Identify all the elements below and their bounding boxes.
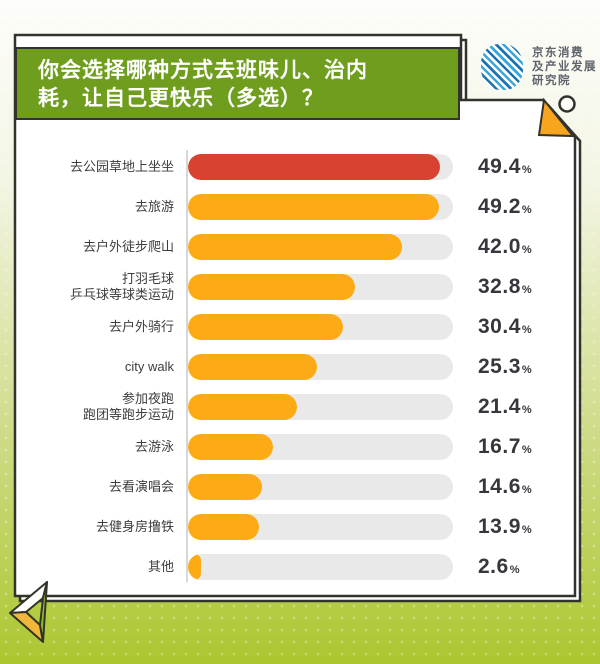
title-box: 你会选择哪种方式去班味儿、治内 耗，让自己更快乐（多选）？ xyxy=(15,47,460,120)
bar-track xyxy=(188,154,453,180)
percent-sign: % xyxy=(521,204,532,216)
value-label: 30.4% xyxy=(478,315,532,338)
triangle-ornament-icon xyxy=(9,581,48,643)
bar xyxy=(188,394,298,420)
value-label: 49.4% xyxy=(478,155,532,178)
logo-text-line3: 研究院 xyxy=(532,75,571,87)
value-label: 14.6% xyxy=(478,475,532,498)
value-label: 49.2% xyxy=(478,195,532,218)
chart-row: city walk 25.3% xyxy=(30,347,578,387)
value-label: 42.0% xyxy=(478,235,532,258)
category-label: 参加夜跑 跑团等跑步运动 xyxy=(82,391,174,422)
value-label: 25.3% xyxy=(478,355,532,378)
logo-text-line2: 及产业发展 xyxy=(532,61,597,73)
page-title-line1: 你会选择哪种方式去班味儿、治内 xyxy=(38,59,368,82)
percent-sign: % xyxy=(521,364,532,376)
bar-track xyxy=(188,434,453,460)
bar-track xyxy=(188,474,453,500)
circle-ornament-icon xyxy=(558,95,576,113)
category-label: 去游泳 xyxy=(134,439,174,454)
chart-row: 其他 2.6% xyxy=(30,547,578,587)
bar xyxy=(188,514,259,540)
chart-row: 去公园草地上坐坐 49.4% xyxy=(30,147,578,187)
bar-track xyxy=(188,234,453,260)
bar xyxy=(188,474,263,500)
bar-chart: 去公园草地上坐坐 49.4% 去旅游 49.2% 去户外徒步爬山 42.0% 打羽毛球 乒乓球… xyxy=(30,147,578,587)
bar xyxy=(188,434,274,460)
bar-track xyxy=(188,194,453,220)
category-label: 去户外骑行 xyxy=(108,319,174,334)
chart-row: 去健身房撸铁 13.9% xyxy=(30,507,578,547)
bar-track xyxy=(188,394,453,420)
bar xyxy=(188,274,356,300)
chart-row: 去户外骑行 30.4% xyxy=(30,307,578,347)
bar-track xyxy=(188,314,453,340)
bar-track xyxy=(188,514,453,540)
value-label: 32.8% xyxy=(478,275,532,298)
chart-row: 去游泳 16.7% xyxy=(30,427,578,467)
category-label: 去看演唱会 xyxy=(108,479,174,494)
bar xyxy=(188,154,440,180)
percent-sign: % xyxy=(521,524,532,536)
bar xyxy=(188,354,317,380)
chart-row: 去旅游 49.2% xyxy=(30,187,578,227)
logo-text-line1: 京东消费 xyxy=(532,47,584,59)
bar xyxy=(188,554,202,580)
category-label: 去旅游 xyxy=(134,199,174,214)
percent-sign: % xyxy=(521,284,532,296)
percent-sign: % xyxy=(521,404,532,416)
value-label: 13.9% xyxy=(478,515,532,538)
category-label: 去公园草地上坐坐 xyxy=(69,159,174,174)
jd-institute-logo-text: 京东消费 及产业发展 研究院 xyxy=(532,46,597,88)
chart-row: 去看演唱会 14.6% xyxy=(30,467,578,507)
percent-sign: % xyxy=(509,564,520,576)
category-label: 其他 xyxy=(147,559,174,574)
bar xyxy=(188,234,403,260)
jd-institute-logo-icon xyxy=(481,44,523,90)
value-label: 16.7% xyxy=(478,435,532,458)
category-label: 去健身房撸铁 xyxy=(95,519,174,534)
folded-corner-icon xyxy=(537,97,576,138)
bar-track xyxy=(188,354,453,380)
percent-sign: % xyxy=(521,444,532,456)
percent-sign: % xyxy=(521,324,532,336)
value-label: 21.4% xyxy=(478,395,532,418)
brand-logo: 京东消费 及产业发展 研究院 xyxy=(481,44,597,90)
bar-track xyxy=(188,554,453,580)
page-title-line2: 耗，让自己更快乐（多选）？ xyxy=(38,87,324,110)
bar xyxy=(188,314,343,340)
value-label: 2.6% xyxy=(478,555,520,578)
chart-row: 参加夜跑 跑团等跑步运动 21.4% xyxy=(30,387,578,427)
bar xyxy=(188,194,439,220)
category-label: 打羽毛球 乒乓球等球类运动 xyxy=(69,271,174,302)
chart-row: 打羽毛球 乒乓球等球类运动 32.8% xyxy=(30,267,578,307)
category-label: city walk xyxy=(124,359,174,374)
percent-sign: % xyxy=(521,244,532,256)
percent-sign: % xyxy=(521,484,532,496)
axis-baseline xyxy=(186,150,188,582)
bar-track xyxy=(188,274,453,300)
category-label: 去户外徒步爬山 xyxy=(82,239,174,254)
percent-sign: % xyxy=(521,164,532,176)
chart-row: 去户外徒步爬山 42.0% xyxy=(30,227,578,267)
